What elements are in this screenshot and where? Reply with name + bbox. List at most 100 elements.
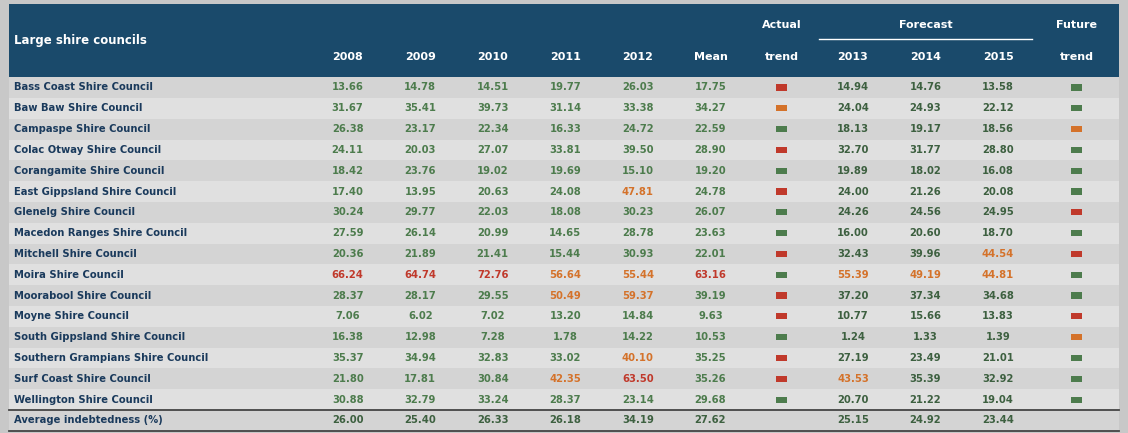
Bar [9,368,1119,389]
Text: 7.28: 7.28 [481,332,505,342]
Text: 72.76: 72.76 [477,270,509,280]
Text: 29.77: 29.77 [405,207,435,217]
Bar [776,355,787,361]
Text: 2010: 2010 [477,52,508,62]
Text: 31.67: 31.67 [332,103,363,113]
Text: Moorabool Shire Council: Moorabool Shire Council [14,291,151,301]
Text: 26.18: 26.18 [549,415,581,426]
Text: 22.34: 22.34 [477,124,509,134]
Text: 24.72: 24.72 [623,124,654,134]
Text: 23.49: 23.49 [909,353,941,363]
Text: 7.06: 7.06 [335,311,360,321]
Text: Wellington Shire Council: Wellington Shire Council [14,394,152,404]
Text: 63.16: 63.16 [695,270,726,280]
Text: 30.23: 30.23 [623,207,653,217]
Text: 18.56: 18.56 [982,124,1014,134]
Bar [9,160,1119,181]
Text: 14.22: 14.22 [622,332,654,342]
Text: 18.02: 18.02 [909,166,942,176]
Text: 28.78: 28.78 [623,228,654,238]
Text: 35.37: 35.37 [332,353,363,363]
Text: 44.54: 44.54 [981,249,1014,259]
Text: 59.37: 59.37 [623,291,653,301]
Text: 39.96: 39.96 [909,249,941,259]
Text: 34.19: 34.19 [622,415,654,426]
Text: 10.53: 10.53 [695,332,726,342]
Text: 43.53: 43.53 [837,374,869,384]
Text: 2015: 2015 [982,52,1013,62]
Bar [9,327,1119,348]
Text: 13.95: 13.95 [404,187,437,197]
Text: Campaspe Shire Council: Campaspe Shire Council [14,124,150,134]
Text: 50.49: 50.49 [549,291,581,301]
Text: Forecast: Forecast [899,20,952,30]
Text: 14.84: 14.84 [622,311,654,321]
Text: 1.39: 1.39 [986,332,1011,342]
Text: 66.24: 66.24 [332,270,363,280]
Text: 19.02: 19.02 [477,166,509,176]
Text: 15.44: 15.44 [549,249,581,259]
Text: 15.66: 15.66 [909,311,942,321]
Text: 26.03: 26.03 [623,82,653,93]
Text: trend: trend [765,52,799,62]
Text: 24.78: 24.78 [695,187,726,197]
Text: 24.56: 24.56 [909,207,942,217]
Text: 18.08: 18.08 [549,207,581,217]
Text: East Gippsland Shire Council: East Gippsland Shire Council [14,187,176,197]
Text: Moyne Shire Council: Moyne Shire Council [14,311,129,321]
Text: 35.26: 35.26 [695,374,726,384]
Text: 25.15: 25.15 [837,415,869,426]
Text: 28.90: 28.90 [695,145,726,155]
Text: 20.08: 20.08 [982,187,1014,197]
Text: 28.80: 28.80 [982,145,1014,155]
Text: 20.70: 20.70 [837,394,869,404]
Text: Future: Future [1056,20,1098,30]
Text: 2012: 2012 [623,52,653,62]
Text: Large shire councils: Large shire councils [14,34,147,47]
Text: 63.50: 63.50 [623,374,654,384]
Text: 17.75: 17.75 [695,82,726,93]
Text: 19.20: 19.20 [695,166,726,176]
Bar [776,292,787,299]
Text: 39.19: 39.19 [695,291,726,301]
Text: 32.70: 32.70 [837,145,869,155]
Bar [1070,84,1082,90]
Bar [9,410,1119,431]
Text: 19.04: 19.04 [982,394,1014,404]
Text: 30.93: 30.93 [623,249,653,259]
Text: 33.38: 33.38 [623,103,653,113]
Text: 39.50: 39.50 [623,145,653,155]
Bar [9,98,1119,119]
Bar [776,271,787,278]
Text: Moira Shire Council: Moira Shire Council [14,270,123,280]
Text: 14.76: 14.76 [909,82,942,93]
Text: 24.00: 24.00 [837,187,869,197]
Text: 37.20: 37.20 [837,291,869,301]
Text: 2011: 2011 [550,52,581,62]
Text: 31.77: 31.77 [909,145,941,155]
Bar [776,313,787,320]
Text: 55.39: 55.39 [837,270,869,280]
Text: 32.83: 32.83 [477,353,509,363]
Bar [9,4,1119,77]
Text: 27.59: 27.59 [332,228,363,238]
Text: 35.39: 35.39 [909,374,941,384]
Text: 1.24: 1.24 [840,332,865,342]
Text: 13.83: 13.83 [982,311,1014,321]
Bar [776,147,787,153]
Bar [9,223,1119,243]
Text: 20.99: 20.99 [477,228,509,238]
Text: Colac Otway Shire Council: Colac Otway Shire Council [14,145,160,155]
Text: 33.24: 33.24 [477,394,509,404]
Text: 25.40: 25.40 [404,415,437,426]
Text: 9.63: 9.63 [698,311,723,321]
Text: 34.27: 34.27 [695,103,726,113]
Text: 17.40: 17.40 [332,187,363,197]
Text: 2008: 2008 [333,52,363,62]
Text: 21.41: 21.41 [477,249,509,259]
Text: 49.19: 49.19 [909,270,942,280]
Text: 23.17: 23.17 [405,124,437,134]
Text: 33.02: 33.02 [549,353,581,363]
Text: 16.38: 16.38 [332,332,363,342]
Text: 18.70: 18.70 [982,228,1014,238]
